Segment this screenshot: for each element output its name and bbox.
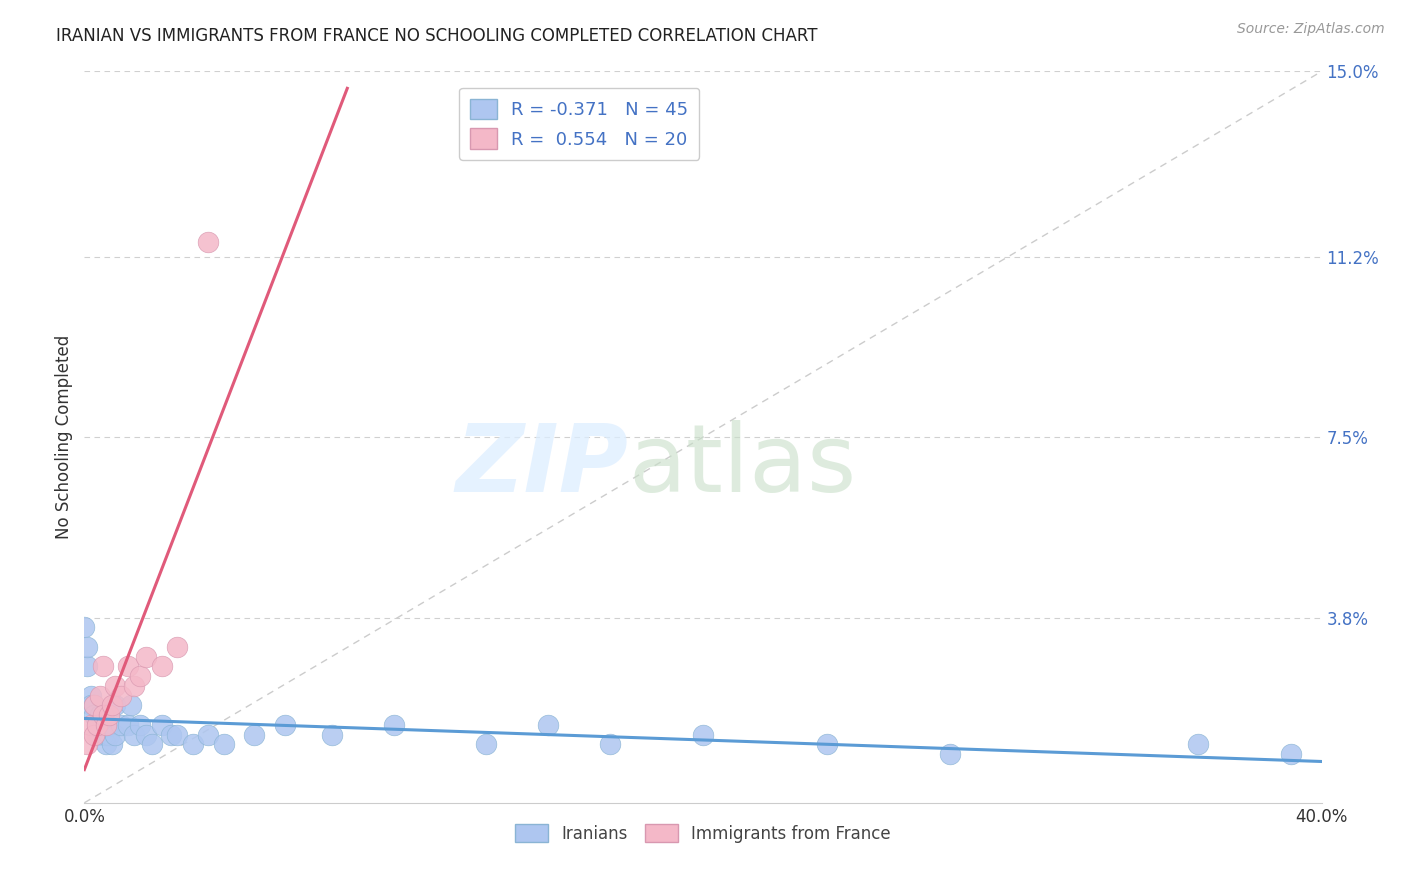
Point (150, 659, 173, 673)
Point (939, 747, 962, 761)
Point (101, 698, 124, 713)
Text: Source: ZipAtlas.com: Source: ZipAtlas.com (1237, 22, 1385, 37)
Point (89, 708, 111, 723)
Point (83, 698, 105, 713)
Point (815, 737, 838, 751)
Point (89, 718, 111, 732)
Point (73, 620, 96, 634)
Point (101, 737, 124, 751)
Point (94, 737, 117, 751)
Point (98, 708, 121, 723)
Point (166, 640, 188, 654)
Text: IRANIAN VS IMMIGRANTS FROM FRANCE NO SCHOOLING COMPLETED CORRELATION CHART: IRANIAN VS IMMIGRANTS FROM FRANCE NO SCH… (56, 27, 818, 45)
Point (1279, 747, 1302, 761)
Point (83, 727, 105, 741)
Point (86, 718, 108, 732)
Point (86, 718, 108, 732)
Text: atlas: atlas (628, 420, 858, 512)
Point (122, 679, 145, 693)
Point (243, 727, 266, 741)
Point (94, 727, 117, 741)
Point (110, 718, 132, 732)
Point (91, 727, 114, 741)
Point (382, 718, 405, 732)
Point (117, 659, 139, 673)
Point (197, 727, 219, 741)
Point (129, 718, 152, 732)
Point (104, 679, 127, 693)
Point (98, 718, 121, 732)
Point (150, 718, 173, 732)
Y-axis label: No Schooling Completed: No Schooling Completed (55, 335, 73, 539)
Point (475, 737, 498, 751)
Point (1187, 737, 1209, 751)
Point (98, 727, 121, 741)
Point (321, 727, 343, 741)
Point (129, 669, 152, 683)
Point (599, 737, 621, 751)
Point (212, 737, 235, 751)
Point (120, 698, 142, 713)
Point (166, 727, 188, 741)
Point (76, 659, 98, 673)
Point (94, 718, 117, 732)
Point (89, 689, 111, 703)
Point (104, 698, 127, 713)
Point (110, 689, 132, 703)
Point (537, 718, 560, 732)
Point (79, 718, 101, 732)
Point (274, 718, 297, 732)
Point (83, 698, 105, 713)
Text: ZIP: ZIP (456, 420, 628, 512)
Point (141, 737, 163, 751)
Point (135, 649, 157, 664)
Point (160, 727, 183, 741)
Point (197, 235, 219, 249)
Point (91, 718, 114, 732)
Point (91, 708, 114, 723)
Point (91, 659, 114, 673)
Point (79, 698, 101, 713)
Point (83, 708, 105, 723)
Point (76, 737, 98, 751)
Point (135, 727, 157, 741)
Point (181, 737, 204, 751)
Point (117, 718, 139, 732)
Point (104, 727, 127, 741)
Point (122, 727, 145, 741)
Point (692, 727, 714, 741)
Point (79, 689, 101, 703)
Point (76, 640, 98, 654)
Legend: Iranians, Immigrants from France: Iranians, Immigrants from France (509, 818, 897, 849)
Point (86, 727, 108, 741)
